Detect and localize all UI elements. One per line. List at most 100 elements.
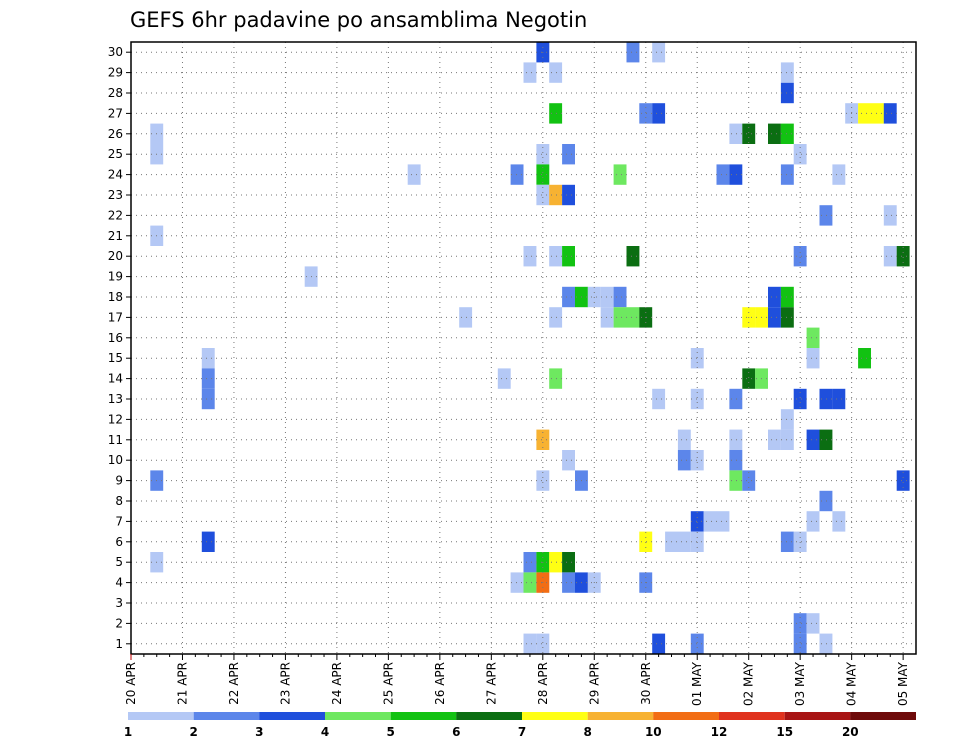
heatmap-cell <box>768 286 781 308</box>
y-tick-label: 2 <box>115 616 123 630</box>
x-tick-label: 23 APR <box>278 662 292 705</box>
legend-label: 4 <box>321 725 329 739</box>
dotted-grid <box>131 42 916 654</box>
y-tick-label: 22 <box>108 208 123 222</box>
y-tick-label: 8 <box>115 494 123 508</box>
y-tick-label: 6 <box>115 535 123 549</box>
y-tick-label: 27 <box>108 106 123 120</box>
heatmap-cell <box>780 531 794 552</box>
heatmap-cell <box>793 633 807 654</box>
heatmap-cell <box>536 429 550 450</box>
heatmap-cell <box>806 348 820 369</box>
legend-label: 1 <box>124 725 132 739</box>
x-tick-label: 20 APR <box>124 662 138 705</box>
y-tick-label: 11 <box>108 433 123 447</box>
heatmap-cell <box>780 164 794 185</box>
heatmap-cell <box>819 633 833 654</box>
y-tick-label: 13 <box>108 392 123 406</box>
legend-label: 10 <box>645 725 662 739</box>
heatmap-cell <box>690 450 704 471</box>
heatmap-cell <box>523 246 537 267</box>
color-legend: 1 2 3 4 5 6 7 8 10 12 15 20 <box>124 712 916 739</box>
y-tick-label: 24 <box>108 168 123 182</box>
heatmap-cell <box>729 123 743 144</box>
heatmap-cell <box>780 286 794 308</box>
heatmap-cell <box>896 246 910 267</box>
heatmap-cell <box>793 531 807 552</box>
legend-label: 20 <box>842 725 859 739</box>
legend-swatch <box>653 712 719 720</box>
y-axis-ticks: 1234567891011121314151617181920212223242… <box>108 45 131 651</box>
heatmap-cell <box>562 450 575 471</box>
heatmap-cell <box>690 511 704 532</box>
x-tick-label: 01 MAY <box>690 661 704 706</box>
legend-swatch <box>850 712 916 720</box>
heatmap-cell <box>806 511 820 532</box>
heatmap-cell <box>729 450 743 471</box>
heatmap-cell <box>562 572 575 593</box>
heatmap-cell <box>690 633 704 654</box>
heatmap-cell <box>819 205 833 226</box>
x-tick-label: 30 APR <box>639 662 653 705</box>
heatmap-cell <box>832 388 846 410</box>
heatmap-cell <box>652 42 666 63</box>
y-tick-label: 21 <box>108 229 123 243</box>
plot-frame <box>130 41 917 655</box>
heatmap-cell <box>677 429 691 450</box>
heatmap-cell <box>883 246 897 267</box>
heatmap-cell <box>896 470 910 491</box>
legend-swatch <box>128 712 194 720</box>
legend-label: 7 <box>518 725 526 739</box>
heatmap-cell <box>497 368 511 389</box>
heatmap-cell <box>793 613 807 634</box>
heatmap-cell <box>639 531 653 552</box>
heatmap-cell <box>742 123 756 144</box>
heatmap-cell <box>562 286 575 308</box>
legend-swatch <box>784 712 851 720</box>
heatmap-cell <box>510 572 524 593</box>
legend-swatch <box>325 712 391 720</box>
x-tick-label: 26 APR <box>433 662 447 705</box>
heatmap-cell <box>562 246 575 267</box>
heatmap-cell <box>201 531 215 552</box>
heatmap-cell <box>201 388 215 410</box>
heatmap-cell <box>523 552 537 573</box>
x-tick-label: 03 MAY <box>793 661 807 706</box>
y-tick-label: 4 <box>115 576 123 590</box>
y-tick-label: 12 <box>108 412 123 426</box>
heatmap-cell <box>780 82 794 104</box>
chart-title: GEFS 6hr padavine po ansamblima Negotin <box>130 8 587 32</box>
heatmap-cell <box>742 368 756 389</box>
legend-label: 2 <box>190 725 198 739</box>
heatmap-cell <box>883 205 897 226</box>
legend-swatch <box>259 712 325 720</box>
heatmap-cell <box>626 246 640 267</box>
heatmap-cell <box>690 348 704 369</box>
heatmap-cell <box>536 144 550 165</box>
heatmap-cell <box>729 388 743 410</box>
heatmap-cell <box>768 307 781 328</box>
y-tick-label: 23 <box>108 188 123 202</box>
heatmap-cell <box>742 470 756 491</box>
heatmap-cell <box>536 633 550 654</box>
heatmap-cell <box>677 450 691 471</box>
heatmap-cell <box>549 184 563 206</box>
heatmap-cell <box>729 470 743 491</box>
legend-label: 6 <box>452 725 460 739</box>
heatmap-cell <box>613 164 627 185</box>
heatmap-cell <box>562 184 575 206</box>
heatmap-cell <box>536 470 550 491</box>
heatmap-cell <box>716 164 730 185</box>
y-tick-label: 3 <box>115 596 123 610</box>
legend-label: 3 <box>255 725 263 739</box>
heatmap-cell <box>536 184 550 206</box>
y-tick-label: 15 <box>108 351 123 365</box>
heatmap-cell <box>806 613 820 634</box>
heatmap-cell <box>600 286 614 308</box>
y-tick-label: 18 <box>108 290 123 304</box>
heatmap-cell <box>768 123 781 144</box>
heatmap-cell <box>716 511 730 532</box>
x-tick-label: 28 APR <box>536 662 550 705</box>
heatmap-cell <box>780 307 794 328</box>
